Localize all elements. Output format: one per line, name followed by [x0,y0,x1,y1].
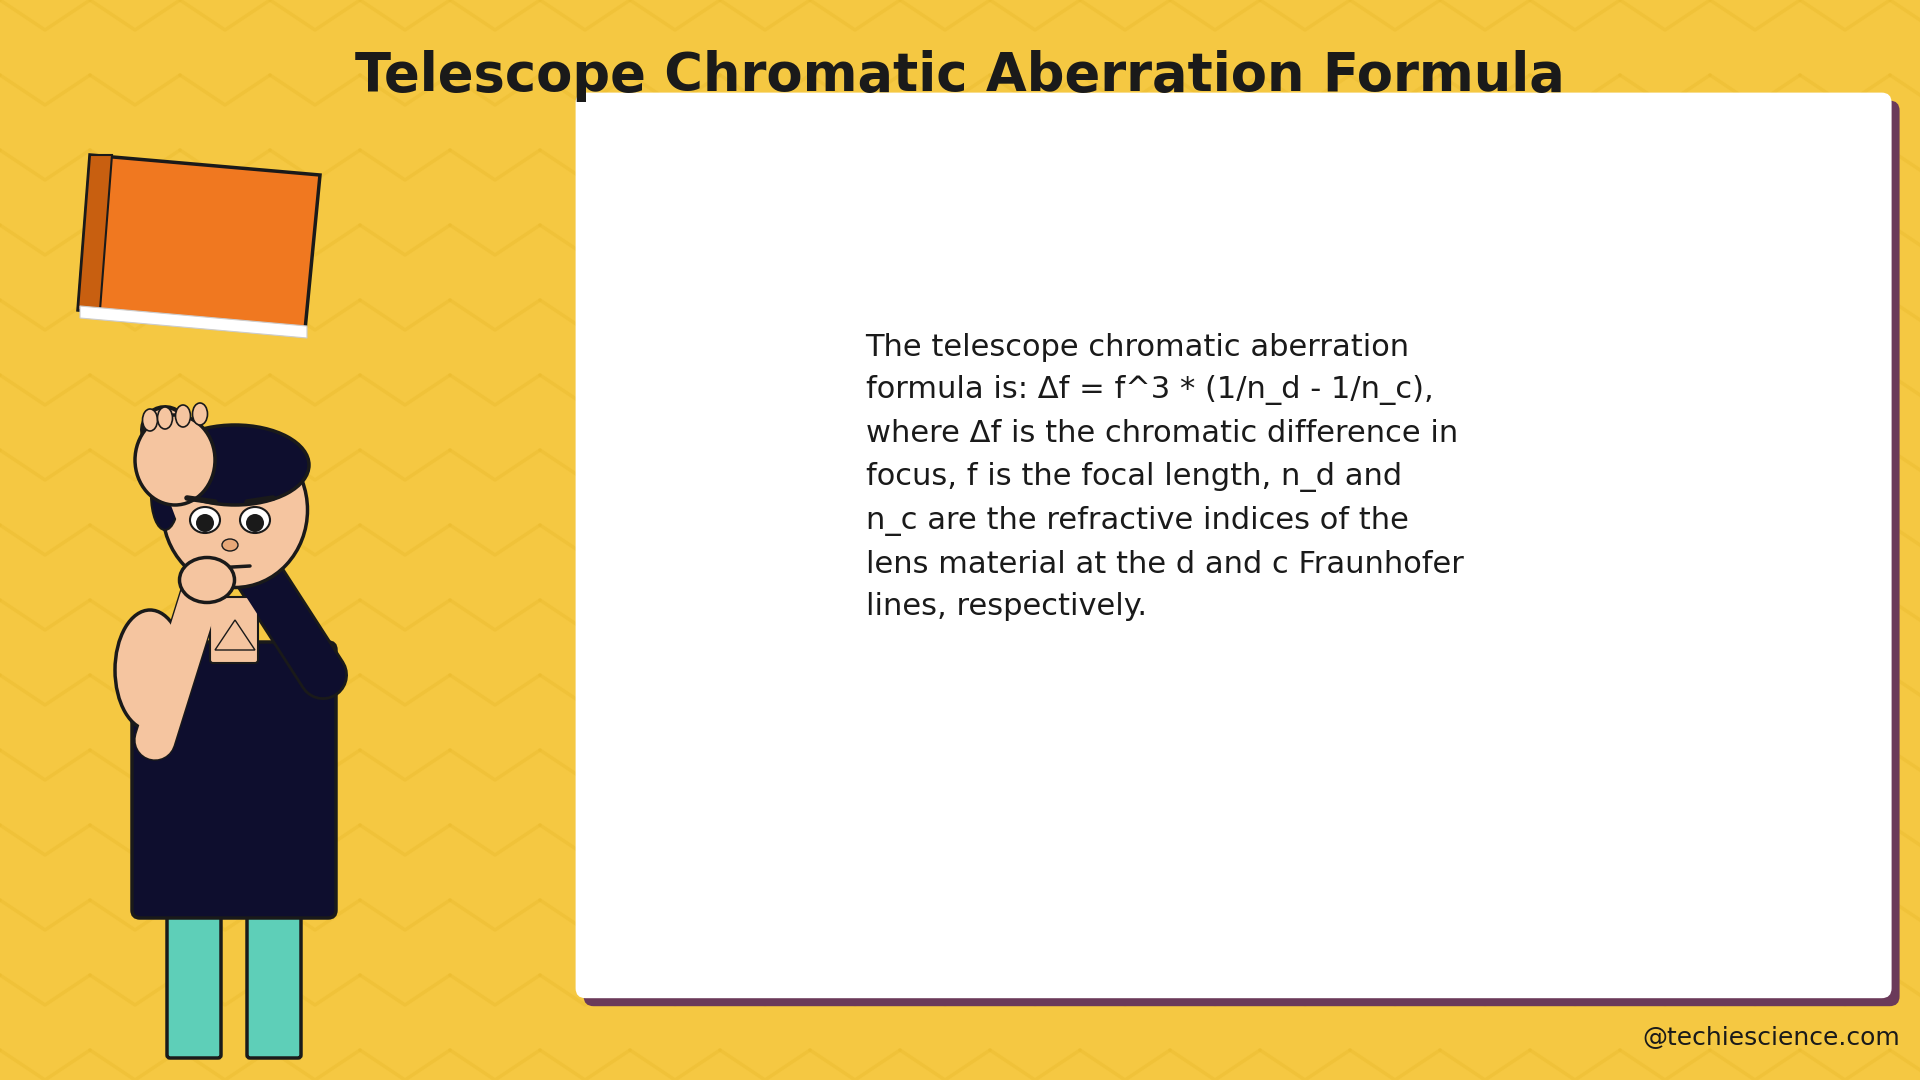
FancyBboxPatch shape [209,597,257,663]
Polygon shape [79,156,321,330]
Ellipse shape [240,507,271,534]
FancyBboxPatch shape [167,897,221,1058]
Ellipse shape [157,407,173,429]
Ellipse shape [161,426,309,505]
Ellipse shape [134,415,215,505]
Polygon shape [81,306,307,338]
Polygon shape [215,620,255,650]
Text: Telescope Chromatic Aberration Formula: Telescope Chromatic Aberration Formula [355,50,1565,102]
FancyBboxPatch shape [248,897,301,1058]
Polygon shape [79,156,111,310]
Text: The telescope chromatic aberration
formula is: Δf = f^3 * (1/n_d - 1/n_c),
where: The telescope chromatic aberration formu… [866,333,1463,621]
FancyBboxPatch shape [132,642,336,918]
Ellipse shape [190,507,221,534]
Ellipse shape [223,539,238,551]
Ellipse shape [175,405,190,427]
Ellipse shape [179,557,234,603]
FancyBboxPatch shape [576,93,1891,998]
Ellipse shape [142,409,157,431]
Ellipse shape [115,610,184,730]
Ellipse shape [152,460,179,530]
Ellipse shape [192,403,207,426]
FancyBboxPatch shape [584,100,1899,1007]
Circle shape [196,514,213,532]
Ellipse shape [163,432,307,588]
Text: @techiescience.com: @techiescience.com [1642,1026,1901,1050]
Circle shape [246,514,265,532]
